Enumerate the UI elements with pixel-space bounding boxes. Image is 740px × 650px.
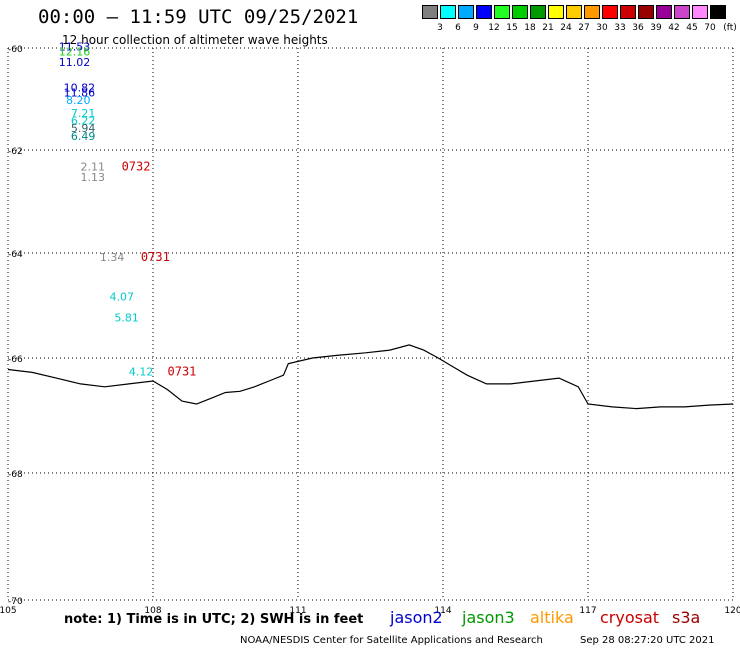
colorbar-label: 6 (455, 23, 461, 33)
swh-value: 7.21 (71, 107, 96, 120)
pass-time-label: 0732 (122, 160, 151, 174)
pass-time-label: 0731 (168, 364, 197, 378)
x-tick-label: 111 (289, 606, 306, 616)
colorbar-label: 39 (650, 23, 662, 33)
x-tick-label: 105 (0, 606, 17, 616)
colorbar-swatch (674, 5, 690, 19)
colorbar-swatch (566, 5, 582, 19)
map-axis-ticks: 105 108 111 114 117 120 -60 -62 -64 -66 -68 -70 (0, 45, 740, 616)
swh-value: 6.49 (71, 130, 96, 143)
map-grid (7, 47, 734, 601)
swh-value: 4.12 (129, 365, 154, 378)
colorbar-label: 12 (488, 23, 500, 33)
swh-value: 11.53 (59, 41, 91, 54)
swh-value: 6.22 (71, 115, 96, 128)
colorbar-swatch (602, 5, 618, 19)
colorbar-label: 18 (524, 23, 536, 33)
y-tick-label: -70 (8, 597, 23, 607)
x-tick-label: 117 (579, 606, 596, 616)
coastline-path (7, 344, 734, 410)
swh-value: 4.07 (110, 290, 135, 303)
swh-value: 2.11 (81, 161, 106, 174)
colorbar-swatch (710, 5, 726, 19)
colorbar-swatch (440, 5, 456, 19)
colorbar-label: 3 (437, 23, 443, 33)
y-tick-label: -60 (8, 45, 23, 55)
colorbar-unit: (ft) (723, 23, 737, 33)
y-tick-label: -64 (8, 250, 23, 260)
colorbar-label: 30 (596, 23, 608, 33)
pass-time-label: 0731 (141, 250, 170, 264)
colorbar-swatch (494, 5, 510, 19)
swh-value: 5.81 (114, 311, 139, 324)
y-tick-label: -66 (8, 355, 23, 365)
x-tick-label: 108 (144, 606, 161, 616)
colorbar-label: 15 (506, 23, 518, 33)
colorbar-swatch (548, 5, 564, 19)
colorbar-swatch (476, 5, 492, 19)
colorbar-label: 42 (668, 23, 680, 33)
colorbar-label: 21 (542, 23, 554, 33)
swh-value: 1.34 (100, 251, 125, 264)
colorbar-swatch (512, 5, 528, 19)
swh-value: 5.94 (71, 122, 96, 135)
y-tick-label: -68 (8, 470, 23, 480)
colorbar-swatch (458, 5, 474, 19)
colorbar-swatch (692, 5, 708, 19)
satellite-legend-item: jason2 (390, 608, 443, 627)
colorbar-label: 33 (614, 23, 626, 33)
credit-line: NOAA/NESDIS Center for Satellite Applica… (240, 635, 543, 646)
map-subtitle: 12 hour collection of altimeter wave hei… (62, 33, 328, 47)
swh-value: 12.16 (59, 46, 91, 59)
y-tick-label: -62 (8, 147, 23, 157)
swh-value: 8.20 (66, 94, 91, 107)
units-note: note: 1) Time is in UTC; 2) SWH is in fe… (64, 612, 364, 627)
colorbar-swatch (422, 5, 438, 19)
swh-value: 1.13 (81, 171, 106, 184)
x-tick-label: 120 (724, 606, 740, 616)
swh-value: 11.02 (59, 56, 91, 69)
colorbar-label: 27 (578, 23, 590, 33)
colorbar-label: 70 (704, 23, 716, 33)
colorbar-swatch (530, 5, 546, 19)
colorbar-label: 36 (632, 23, 644, 33)
swh-value: 11.86 (64, 86, 95, 99)
satellite-legend-item: jason3 (462, 608, 515, 627)
colorbar-swatch (638, 5, 654, 19)
colorbar-swatch (620, 5, 636, 19)
colorbar-swatch (656, 5, 672, 19)
colorbar-label: 24 (560, 23, 572, 33)
timestamp: Sep 28 08:27:20 UTC 2021 (580, 635, 715, 646)
colorbar-swatch (584, 5, 600, 19)
colorbar-label: 45 (686, 23, 698, 33)
antarctic-coastline (7, 344, 734, 410)
swh-value: 10.82 (64, 81, 95, 94)
satellite-legend-item: s3a (672, 608, 701, 627)
colorbar-label: 9 (473, 23, 479, 33)
satellite-legend-item: cryosat (600, 608, 660, 627)
x-tick-label: 114 (434, 606, 451, 616)
satellite-legend-item: altika (530, 608, 574, 627)
map-title: 00:00 – 11:59 UTC 09/25/2021 (38, 6, 359, 28)
